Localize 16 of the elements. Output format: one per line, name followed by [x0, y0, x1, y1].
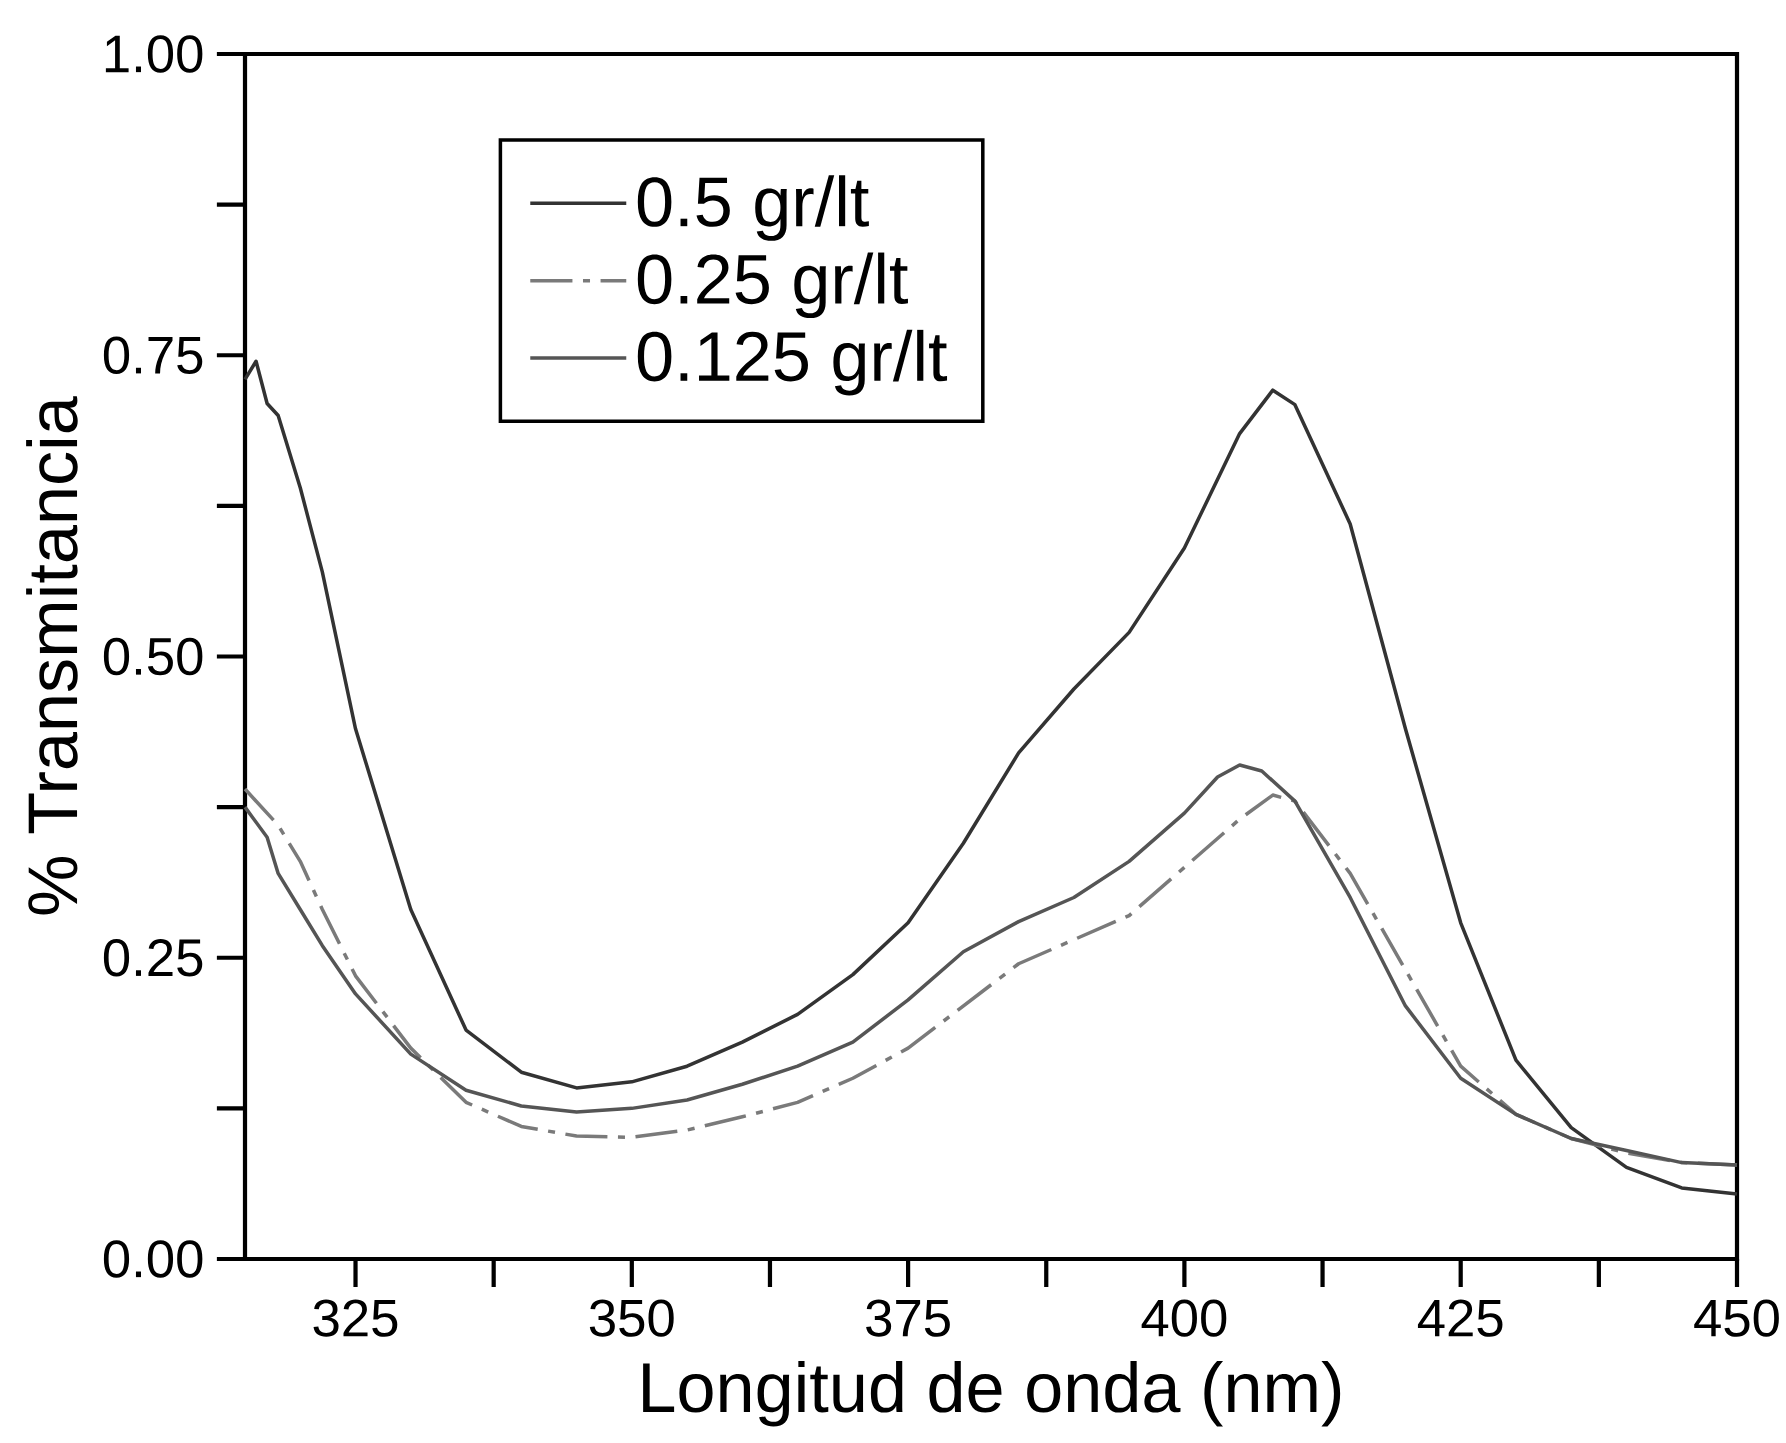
y-axis-title: % Transmitancia [26, 396, 78, 915]
y-tick-label: 0.00 [103, 1240, 203, 1278]
y-tick-label: 0.25 [103, 939, 203, 977]
x-tick-label: 375 [866, 1299, 950, 1337]
x-tick-label: 450 [1694, 1299, 1779, 1337]
legend-label: 0.5 gr/lt [637, 175, 869, 241]
y-tick-label: 1.00 [105, 35, 203, 73]
legend-label: 0.125 gr/lt [637, 329, 948, 396]
legend-label: 0.25 gr/lt [637, 252, 908, 319]
y-tick-label: 0.50 [103, 637, 203, 676]
x-tick-label: 425 [1417, 1299, 1503, 1337]
y-tick-label: 0.75 [103, 336, 203, 374]
x-tick-label: 350 [589, 1299, 674, 1337]
x-tick-label: 325 [313, 1299, 398, 1337]
x-axis-title: Longitud de onda (nm) [643, 1360, 1341, 1427]
x-tick-label: 400 [1141, 1299, 1227, 1337]
